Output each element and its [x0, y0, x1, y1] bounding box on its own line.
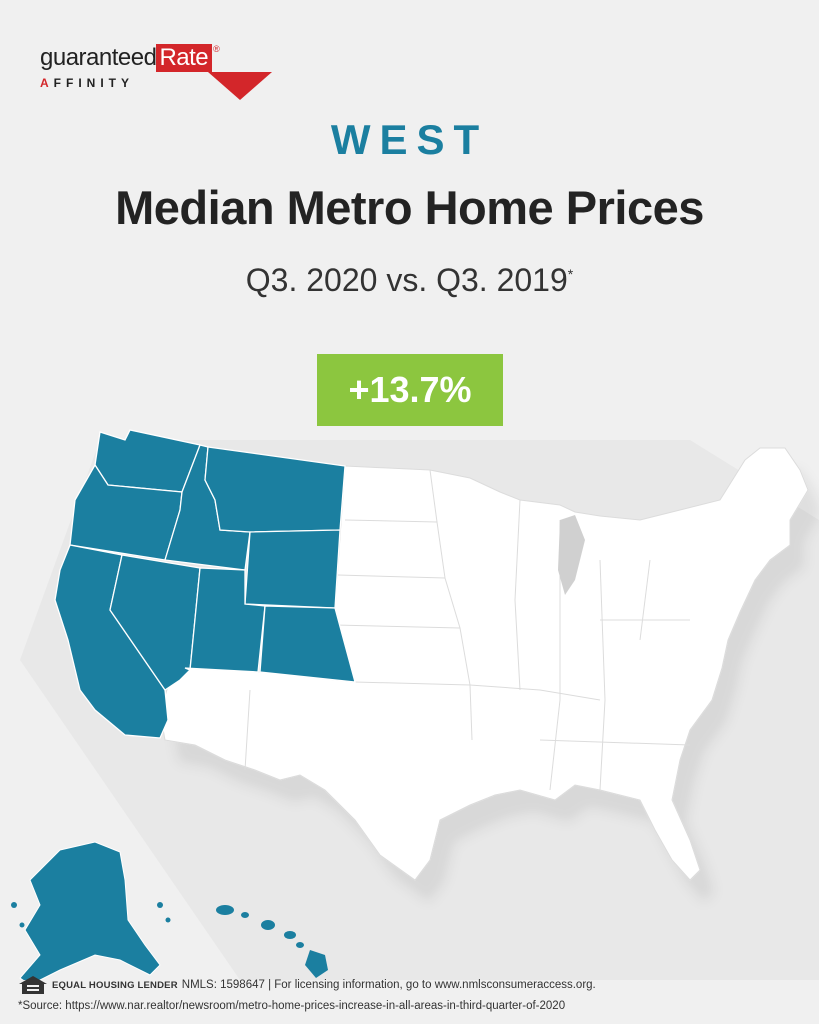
us-map	[11, 429, 819, 980]
state-borders	[244, 469, 691, 791]
us-non-west-states	[159, 447, 809, 881]
subtitle-footnote-mark: *	[567, 266, 574, 282]
equal-housing-icon	[19, 976, 47, 994]
state-montana	[204, 446, 346, 533]
logo-word-rate: Rate	[156, 44, 213, 72]
logo-registered-mark: ®	[213, 44, 220, 54]
page-title: Median Metro Home Prices	[115, 181, 704, 234]
licensing-row: EQUAL HOUSING LENDER NMLS: 1598647 | For…	[18, 975, 808, 995]
subtitle-text: Q3. 2020 vs. Q3. 2019	[245, 262, 568, 298]
logo-arrow-icon	[208, 72, 272, 100]
percent-change-badge: +13.7%	[317, 354, 503, 426]
equal-housing-lender-label: EQUAL HOUSING LENDER	[52, 979, 178, 991]
page-subtitle: Q3. 2020 vs. Q3. 2019*	[0, 262, 819, 299]
west-region	[54, 429, 356, 739]
aleutian-islands	[11, 902, 171, 928]
source-citation: *Source: https://www.nar.realtor/newsroo…	[18, 1000, 566, 1012]
state-colorado	[259, 605, 356, 683]
licensing-text: NMLS: 1598647 | For licensing informatio…	[181, 978, 596, 991]
footer: EQUAL HOUSING LENDER NMLS: 1598647 | For…	[18, 975, 808, 1015]
state-hawaii	[216, 905, 328, 978]
state-alaska	[19, 841, 161, 980]
logo-affinity-first: A	[40, 76, 54, 90]
state-washington	[94, 429, 201, 493]
logo-word-guaranteed: guaranteed	[40, 44, 157, 71]
state-utah	[184, 567, 266, 673]
logo-affinity-rest: FFINITY	[53, 76, 134, 90]
region-heading: WEST	[330, 116, 489, 163]
logo-affinity: AFFINITY	[40, 76, 134, 90]
state-wyoming	[244, 529, 341, 609]
great-lakes	[558, 515, 585, 595]
guaranteed-rate-logo: guaranteed Rate ® AFFINITY	[40, 40, 272, 102]
logo-wordmark: guaranteed Rate ®	[40, 44, 220, 72]
